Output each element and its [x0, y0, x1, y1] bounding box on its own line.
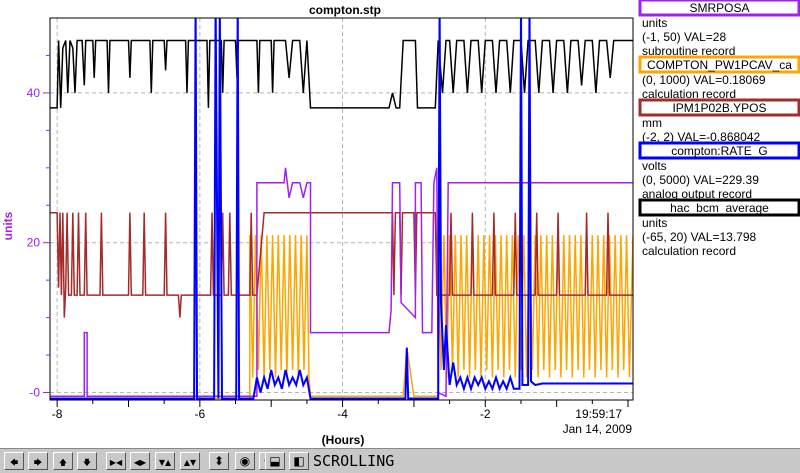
- legend-series-name: SMRPOSA: [689, 1, 749, 15]
- zoom-in-vertical-button[interactable]: ▼▲: [155, 452, 175, 470]
- legend-series-record: calculation record: [642, 87, 736, 101]
- zoom-out-vertical-button[interactable]: ▲▼: [180, 452, 200, 470]
- legend-name-box[interactable]: [638, 198, 800, 217]
- legend-series-unit: units: [642, 16, 667, 30]
- auto-scale-button[interactable]: ⬍: [209, 452, 229, 470]
- plot-frame: [49, 17, 634, 401]
- legend-series-record: calculation record: [642, 244, 736, 258]
- arrow-right-icon: 🡆: [33, 458, 43, 467]
- series-line-smrposa: [50, 167, 633, 398]
- legend-series-value: (-1, 50) VAL=28: [642, 30, 726, 44]
- timestamp-time: 19:59:17: [575, 407, 622, 421]
- scroll-mode-icon: ⬓: [269, 454, 281, 468]
- arrow-up-icon: 🡅: [58, 458, 68, 467]
- x-axis-label: (Hours): [322, 433, 365, 447]
- legend-entry[interactable]: hac_bcm_average: [638, 198, 800, 217]
- legend-series-unit: units: [642, 216, 667, 230]
- legend-series-name: IPM1P02B.YPOS: [672, 101, 766, 115]
- toolbar: SCROLLING 🡄🡆🡅🡇▶◀◀▶▼▲▲▼⬍◉✚⬓◧: [0, 448, 800, 473]
- legend-entry[interactable]: COMPTON_PW1PCAV_ca: [638, 55, 800, 74]
- zoom-in-horizontal-icon: ▶◀: [109, 458, 123, 467]
- y-axis-ticks: -0 20 40: [27, 54, 50, 400]
- legend-series-name: COMPTON_PW1PCAV_ca: [647, 58, 792, 72]
- legend-series-unit: volts: [642, 159, 667, 173]
- legend-entry[interactable]: SMRPOSA: [638, 0, 800, 17]
- legend-series-record: analog output record: [642, 187, 752, 201]
- x-tick-label: -8: [52, 407, 63, 421]
- series-lines: [50, 18, 633, 400]
- legend-name-box[interactable]: [638, 98, 800, 117]
- series-line-hac-bcm-average: [50, 39, 633, 109]
- x-tick-label: -4: [337, 407, 348, 421]
- scrolling-mode-label: SCROLLING: [313, 452, 395, 470]
- y-tick-label: 40: [27, 86, 41, 100]
- legend-series-name: hac_bcm_average: [670, 201, 769, 215]
- arrow-left-button[interactable]: 🡄: [4, 452, 24, 470]
- legend-name-box[interactable]: [638, 55, 800, 74]
- chart-title: compton.stp: [309, 3, 381, 17]
- y-tick-label: -0: [29, 386, 40, 400]
- legend-entry[interactable]: compton:RATE_G: [638, 141, 800, 160]
- auto-scale-icon: ⬍: [213, 454, 225, 468]
- legend-series-value: (0, 1000) VAL=0.18069: [642, 73, 766, 87]
- x-tick-label: -6: [195, 407, 206, 421]
- strip-chart: compton.stp -8 -6 -4 -2 -0 20 40 units (Hours…: [0, 0, 800, 447]
- zoom-in-vertical-icon: ▼▲: [158, 458, 172, 467]
- legend-entry[interactable]: IPM1P02B.YPOS: [638, 98, 800, 117]
- arrow-down-icon: 🡇: [82, 458, 92, 467]
- legend-series-value: (0, 5000) VAL=229.39: [642, 173, 759, 187]
- legend-name-box[interactable]: [638, 0, 800, 17]
- legend-series-unit: mm: [642, 116, 662, 130]
- arrow-left-icon: 🡄: [9, 458, 19, 467]
- legend-name-box[interactable]: [638, 141, 800, 160]
- zoom-out-vertical-icon: ▲▼: [183, 458, 197, 467]
- x-tick-label: -2: [480, 407, 491, 421]
- legend-series-value: (-2, 2) VAL=-0.868042: [642, 130, 761, 144]
- scroll-mode-button[interactable]: ⬓: [265, 452, 285, 470]
- legend-series-record: subroutine record: [642, 44, 735, 58]
- legend-series-name: compton:RATE_G: [671, 144, 767, 158]
- arrow-down-button[interactable]: 🡇: [77, 452, 97, 470]
- zoom-out-horizontal-icon: ◀▶: [133, 458, 147, 467]
- config-button[interactable]: ◉: [235, 452, 255, 470]
- back-button[interactable]: ◧: [289, 452, 309, 470]
- legend-series-value: (-65, 20) VAL=13.798: [642, 230, 757, 244]
- timestamp-date: Jan 14, 2009: [563, 422, 633, 436]
- zoom-out-horizontal-button[interactable]: ◀▶: [130, 452, 150, 470]
- series-line-compton-rate-g: [50, 18, 633, 400]
- config-icon: ◉: [239, 454, 251, 468]
- zoom-in-horizontal-button[interactable]: ▶◀: [106, 452, 126, 470]
- y-tick-label: 20: [27, 236, 41, 250]
- back-icon: ◧: [293, 454, 305, 468]
- y-axis-label: units: [1, 211, 15, 240]
- series-line-ipm1p02b-ypos: [50, 211, 633, 318]
- arrow-up-button[interactable]: 🡅: [53, 452, 73, 470]
- arrow-right-button[interactable]: 🡆: [28, 452, 48, 470]
- x-axis-ticks: -8 -6 -4 -2: [52, 400, 629, 421]
